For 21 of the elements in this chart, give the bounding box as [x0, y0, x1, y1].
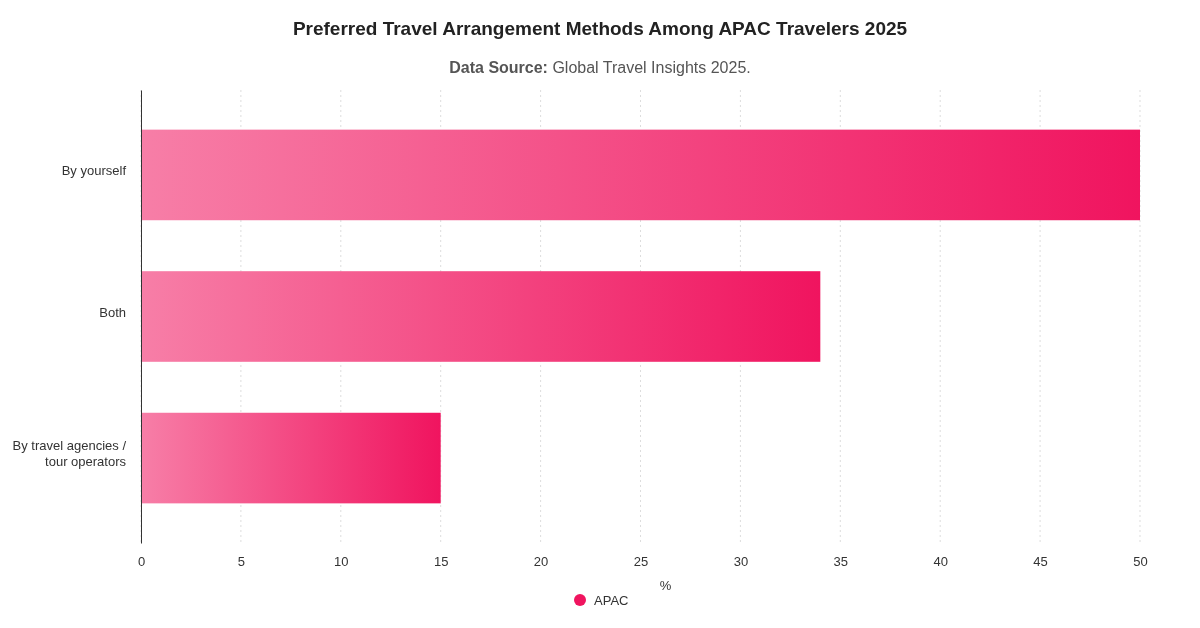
x-tick-label: 15	[433, 554, 449, 570]
bar	[142, 129, 1140, 221]
chart-subtitle: Data Source: Global Travel Insights 2025.	[449, 59, 751, 76]
x-tick-label: 40	[933, 554, 948, 570]
y-tick-label: Both	[99, 304, 126, 320]
x-tick-label: 20	[533, 554, 549, 570]
legend-label: APAC	[594, 593, 629, 608]
bar	[142, 271, 821, 362]
y-tick-label: By yourself	[61, 162, 127, 178]
x-tick-label: 30	[733, 554, 749, 570]
x-tick-label: 10	[334, 554, 349, 570]
x-tick-label: 45	[1033, 554, 1048, 570]
x-tick-label: 0	[137, 554, 146, 570]
chart-title: Preferred Travel Arrangement Methods Among APAC Travelers 2025	[292, 18, 908, 40]
y-tick-label: By travel agencies / tour operators	[12, 438, 127, 469]
x-tick-label: 50	[1133, 554, 1148, 570]
bar	[142, 412, 441, 504]
x-axis-title: %	[659, 578, 672, 593]
x-tick-label: 25	[633, 554, 649, 570]
x-tick-label: 5	[237, 554, 246, 570]
x-tick-label: 35	[833, 554, 849, 570]
